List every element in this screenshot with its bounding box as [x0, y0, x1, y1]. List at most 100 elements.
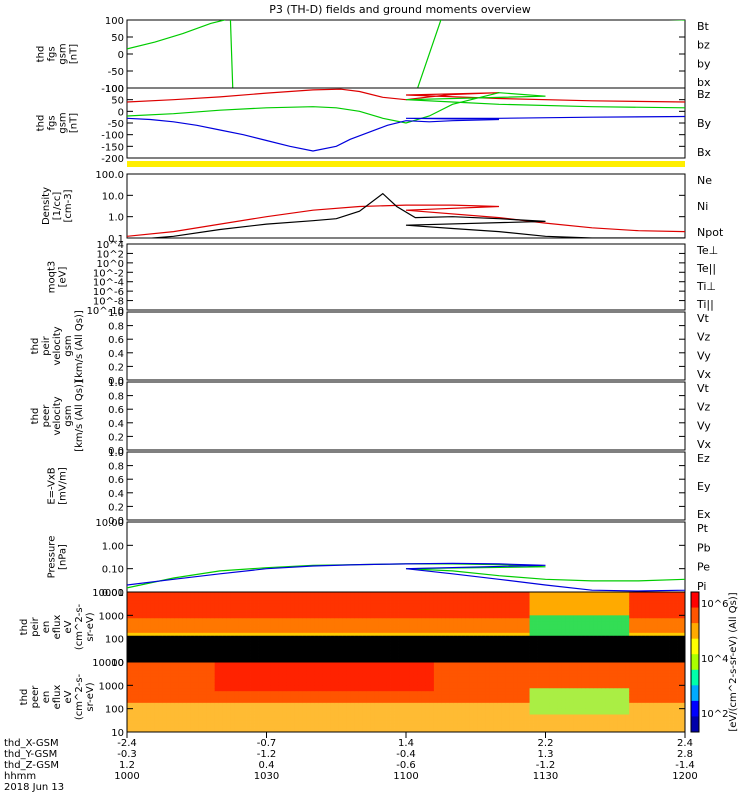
heatmap-cell: [350, 618, 355, 622]
heatmap-cell: [358, 635, 363, 640]
heatmap-cell: [162, 729, 168, 733]
heatmap-cell: [166, 641, 172, 645]
heatmap-cell: [294, 615, 299, 619]
heatmap-cell: [158, 656, 164, 660]
heatmap-cell: [150, 656, 156, 660]
heatmap-cell: [473, 659, 479, 663]
heatmap-cell: [306, 670, 311, 675]
heatmap-cell: [138, 714, 144, 718]
heatmap-cell: [366, 624, 371, 628]
heatmap-cell: [218, 592, 224, 596]
heatmap-cell: [198, 702, 204, 707]
heatmap-cell: [378, 627, 383, 631]
heatmap-cell: [302, 679, 307, 683]
heatmap-cell: [665, 615, 670, 619]
heatmap-cell: [166, 670, 172, 675]
y-tick-label: 10^-2: [93, 268, 124, 279]
heatmap-cell: [154, 711, 160, 715]
heatmap-cell: [609, 653, 614, 657]
heatmap-cell: [246, 662, 251, 666]
heatmap-cell: [625, 632, 630, 637]
heatmap-cell: [214, 697, 220, 701]
heatmap-cell: [258, 650, 263, 654]
heatmap-cell: [194, 621, 200, 625]
heatmap-cell: [242, 603, 247, 607]
heatmap-cell: [190, 682, 196, 686]
heatmap-cell: [521, 621, 526, 625]
heatmap-cell: [306, 679, 311, 683]
heatmap-cell: [661, 606, 666, 610]
heatmap-cell: [661, 609, 666, 613]
heatmap-cell: [350, 679, 355, 683]
heatmap-cell: [138, 682, 144, 686]
heatmap-cell: [134, 676, 140, 680]
heatmap-cell: [481, 621, 487, 625]
heatmap-cell: [589, 650, 594, 654]
heatmap-cell: [561, 638, 566, 642]
heatmap-cell: [182, 667, 188, 672]
heatmap-cell: [286, 688, 291, 692]
heatmap-cell: [154, 592, 160, 596]
heatmap-cell: [485, 606, 491, 610]
heatmap-cell: [493, 659, 499, 663]
heatmap-cell: [545, 629, 550, 634]
heatmap-cell: [677, 656, 682, 660]
heatmap-cell: [142, 691, 148, 695]
heatmap-cell: [597, 603, 602, 607]
heatmap-cell: [214, 635, 220, 640]
heatmap-cell: [417, 638, 423, 642]
heatmap-cell: [270, 621, 275, 625]
heatmap-cell: [262, 662, 267, 666]
heatmap-cell: [394, 650, 399, 654]
heatmap-cell: [597, 647, 602, 651]
heatmap-cell: [605, 635, 610, 640]
heatmap-cell: [354, 664, 359, 669]
heatmap-cell: [202, 694, 208, 698]
heatmap-cell: [326, 635, 331, 640]
heatmap-cell: [354, 641, 359, 645]
heatmap-cell: [457, 594, 463, 599]
heatmap-cell: [130, 653, 136, 657]
heatmap-cell: [501, 641, 507, 645]
heatmap-cell: [230, 726, 236, 730]
heatmap-cell: [182, 606, 188, 610]
heatmap-cell: [190, 699, 196, 704]
heatmap-cell: [294, 664, 299, 669]
heatmap-cell: [270, 632, 275, 637]
heatmap-cell: [246, 621, 251, 625]
heatmap-cell: [394, 647, 399, 651]
heatmap-cell: [214, 699, 220, 704]
heatmap-cell: [617, 650, 622, 654]
heatmap-cell: [449, 638, 455, 642]
heatmap-cell: [346, 702, 351, 707]
heatmap-cell: [338, 664, 343, 669]
heatmap-cell: [553, 606, 558, 610]
heatmap-cell: [174, 594, 180, 599]
heatmap-cell: [445, 653, 451, 657]
heatmap-cell: [154, 621, 160, 625]
heatmap-cell: [565, 603, 570, 607]
heatmap-cell: [318, 624, 323, 628]
heatmap-cell: [238, 682, 243, 686]
heatmap-cell: [489, 659, 495, 663]
heatmap-cell: [641, 594, 646, 599]
heatmap-cell: [374, 603, 379, 607]
heatmap-cell: [394, 659, 399, 663]
heatmap-cell: [314, 609, 319, 613]
heatmap-cell: [505, 635, 511, 640]
heatmap-cell: [182, 688, 188, 692]
heatmap-cell: [226, 670, 232, 675]
heatmap-cell: [314, 729, 319, 733]
heatmap-cell: [433, 632, 439, 637]
heatmap-cell: [605, 612, 610, 616]
heatmap-cell: [270, 594, 275, 599]
heatmap-cell: [334, 729, 339, 733]
heatmap-cell: [589, 638, 594, 642]
heatmap-cell: [202, 723, 208, 727]
heatmap-cell: [601, 612, 606, 616]
heatmap-cell: [449, 618, 455, 622]
heatmap-cell: [398, 624, 403, 628]
heatmap-cell: [577, 644, 582, 648]
heatmap-cell: [350, 656, 355, 660]
heatmap-cell: [274, 676, 279, 680]
